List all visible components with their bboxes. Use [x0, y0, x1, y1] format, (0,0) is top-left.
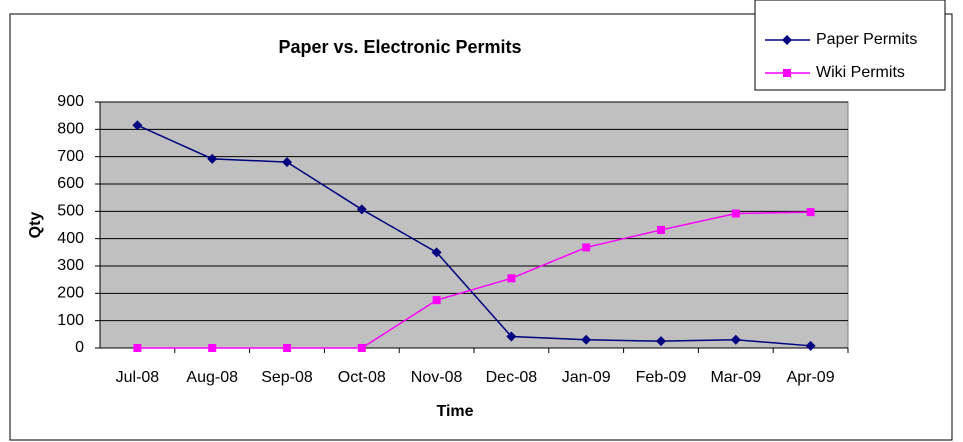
y-tick-label: 600 [57, 175, 84, 192]
y-axis-title: Qty [27, 212, 44, 239]
x-tick-label: Nov-08 [411, 369, 463, 386]
x-tick-label: Sep-08 [261, 369, 313, 386]
point [657, 226, 665, 234]
x-tick-label: Apr-09 [787, 369, 835, 386]
x-tick-label: Mar-09 [710, 369, 761, 386]
y-tick-label: 900 [57, 93, 84, 110]
plot-area [100, 102, 848, 348]
y-tick-label: 500 [57, 203, 84, 220]
point [582, 243, 590, 251]
x-tick-label: Oct-08 [338, 369, 386, 386]
point [732, 210, 740, 218]
legend-marker [783, 69, 791, 77]
legend-label: Paper Permits [816, 31, 917, 48]
chart: Paper vs. Electronic Permits Time Qty 0 1… [0, 0, 963, 442]
point [433, 296, 441, 304]
x-axis-title: Time [436, 403, 473, 420]
point [358, 344, 366, 352]
y-tick-label: 300 [57, 257, 84, 274]
chart-title: Paper vs. Electronic Permits [278, 37, 521, 57]
y-tick-label: 200 [57, 285, 84, 302]
x-tick-label: Aug-08 [186, 369, 238, 386]
y-tick-label: 100 [57, 312, 84, 329]
y-tick-label: 0 [75, 339, 84, 356]
point [133, 344, 141, 352]
x-tick-label: Jan-09 [562, 369, 611, 386]
x-tick-label: Feb-09 [636, 369, 687, 386]
y-tick-label: 800 [57, 121, 84, 138]
y-tick-label: 700 [57, 148, 84, 165]
point [208, 344, 216, 352]
x-tick-label: Dec-08 [486, 369, 538, 386]
x-tick-label: Jul-08 [116, 369, 160, 386]
point [807, 208, 815, 216]
point [507, 274, 515, 282]
point [283, 344, 291, 352]
y-tick-label: 400 [57, 230, 84, 247]
legend-label: Wiki Permits [816, 64, 905, 81]
